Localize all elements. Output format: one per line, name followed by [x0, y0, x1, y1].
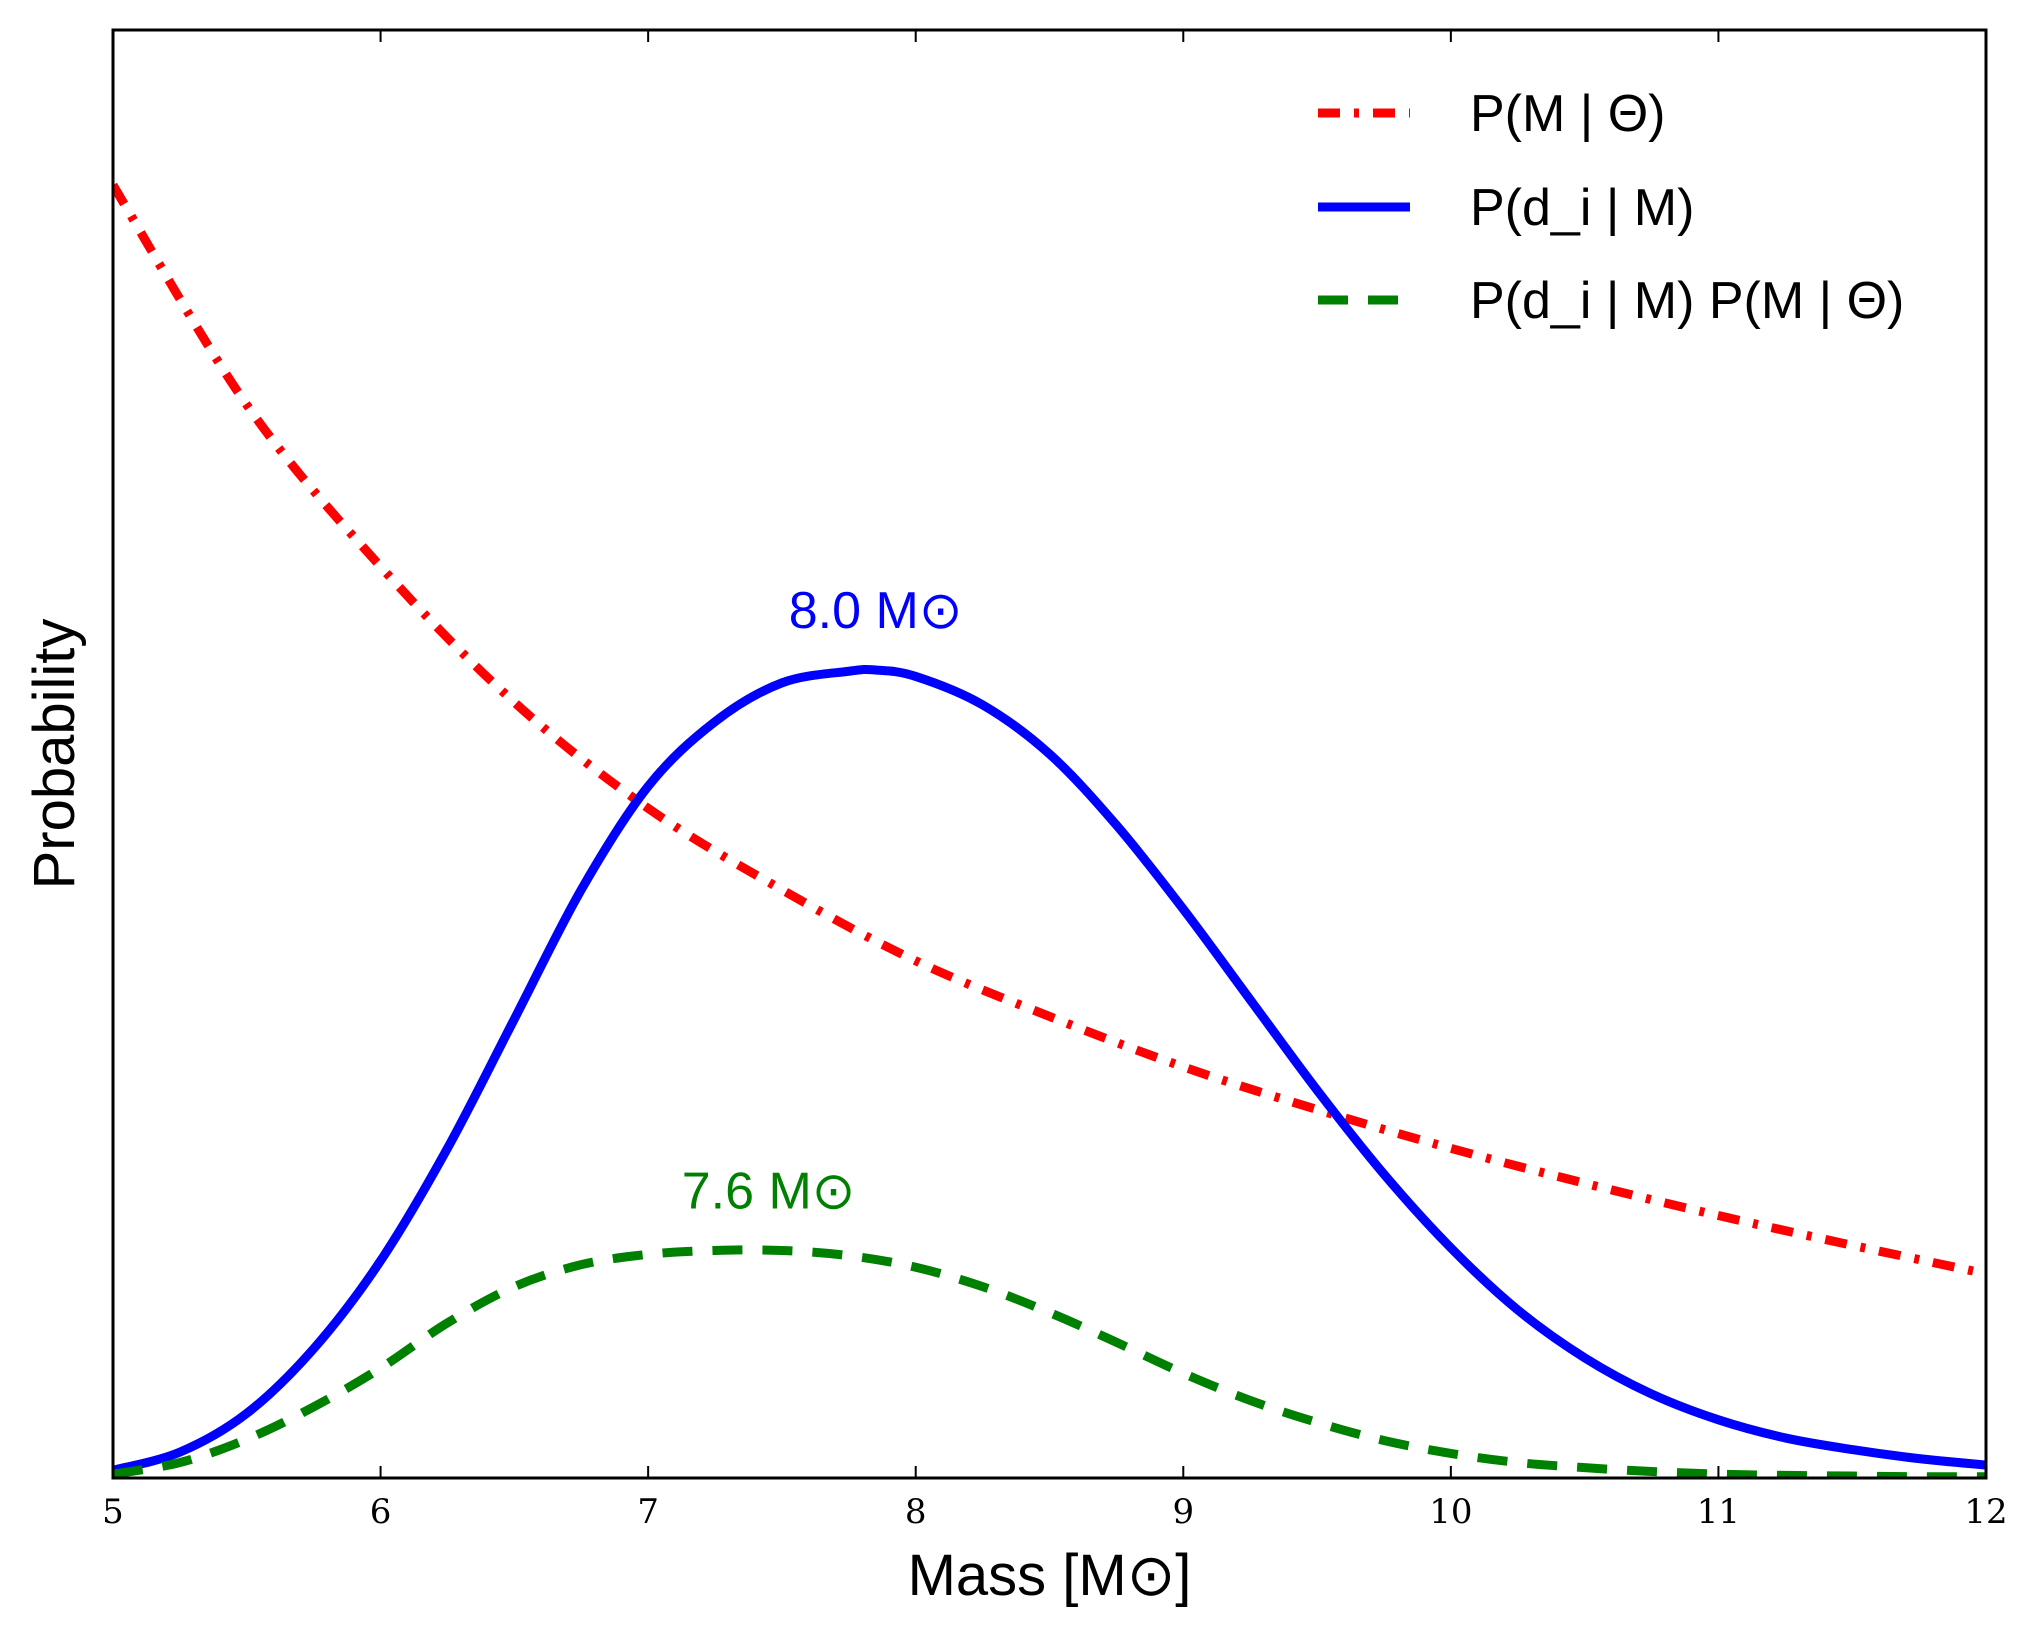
x-tick-label: 9: [1172, 1492, 1194, 1532]
legend-label-2: P(d_i | M): [1470, 179, 1694, 237]
x-tick-label: 11: [1697, 1492, 1740, 1532]
y-axis-label: Probability: [22, 619, 87, 890]
x-tick-label: 7: [637, 1492, 659, 1532]
x-tick-label: 8: [905, 1492, 927, 1532]
x-tick-label: 5: [102, 1492, 124, 1532]
legend: P(M | Θ) P(d_i | M) P(d_i | M) P(M | Θ): [1318, 85, 1904, 330]
x-axis-label: Mass [M⊙]: [908, 1543, 1192, 1608]
curves-layer: [113, 182, 1986, 1478]
peak-annotation-2: 7.6 M⊙: [682, 1162, 856, 1220]
legend-label-1: P(M | Θ): [1470, 85, 1665, 143]
series-line-3: [113, 1245, 1986, 1478]
plot-frame: [111, 28, 1988, 1480]
peak-annotations: 8.0 M⊙ 7.6 M⊙: [682, 582, 963, 1220]
legend-label-3: P(d_i | M) P(M | Θ): [1470, 272, 1904, 330]
x-axis-ticks: 5 6 7 8 9 10 11 12: [102, 30, 2008, 1532]
series-line-2: [113, 664, 1986, 1475]
series-line-1: [113, 182, 1986, 1279]
x-tick-label: 12: [1964, 1492, 2007, 1532]
x-tick-label: 10: [1429, 1492, 1472, 1532]
x-tick-label: 6: [370, 1492, 392, 1532]
peak-annotation-1: 8.0 M⊙: [789, 582, 963, 640]
